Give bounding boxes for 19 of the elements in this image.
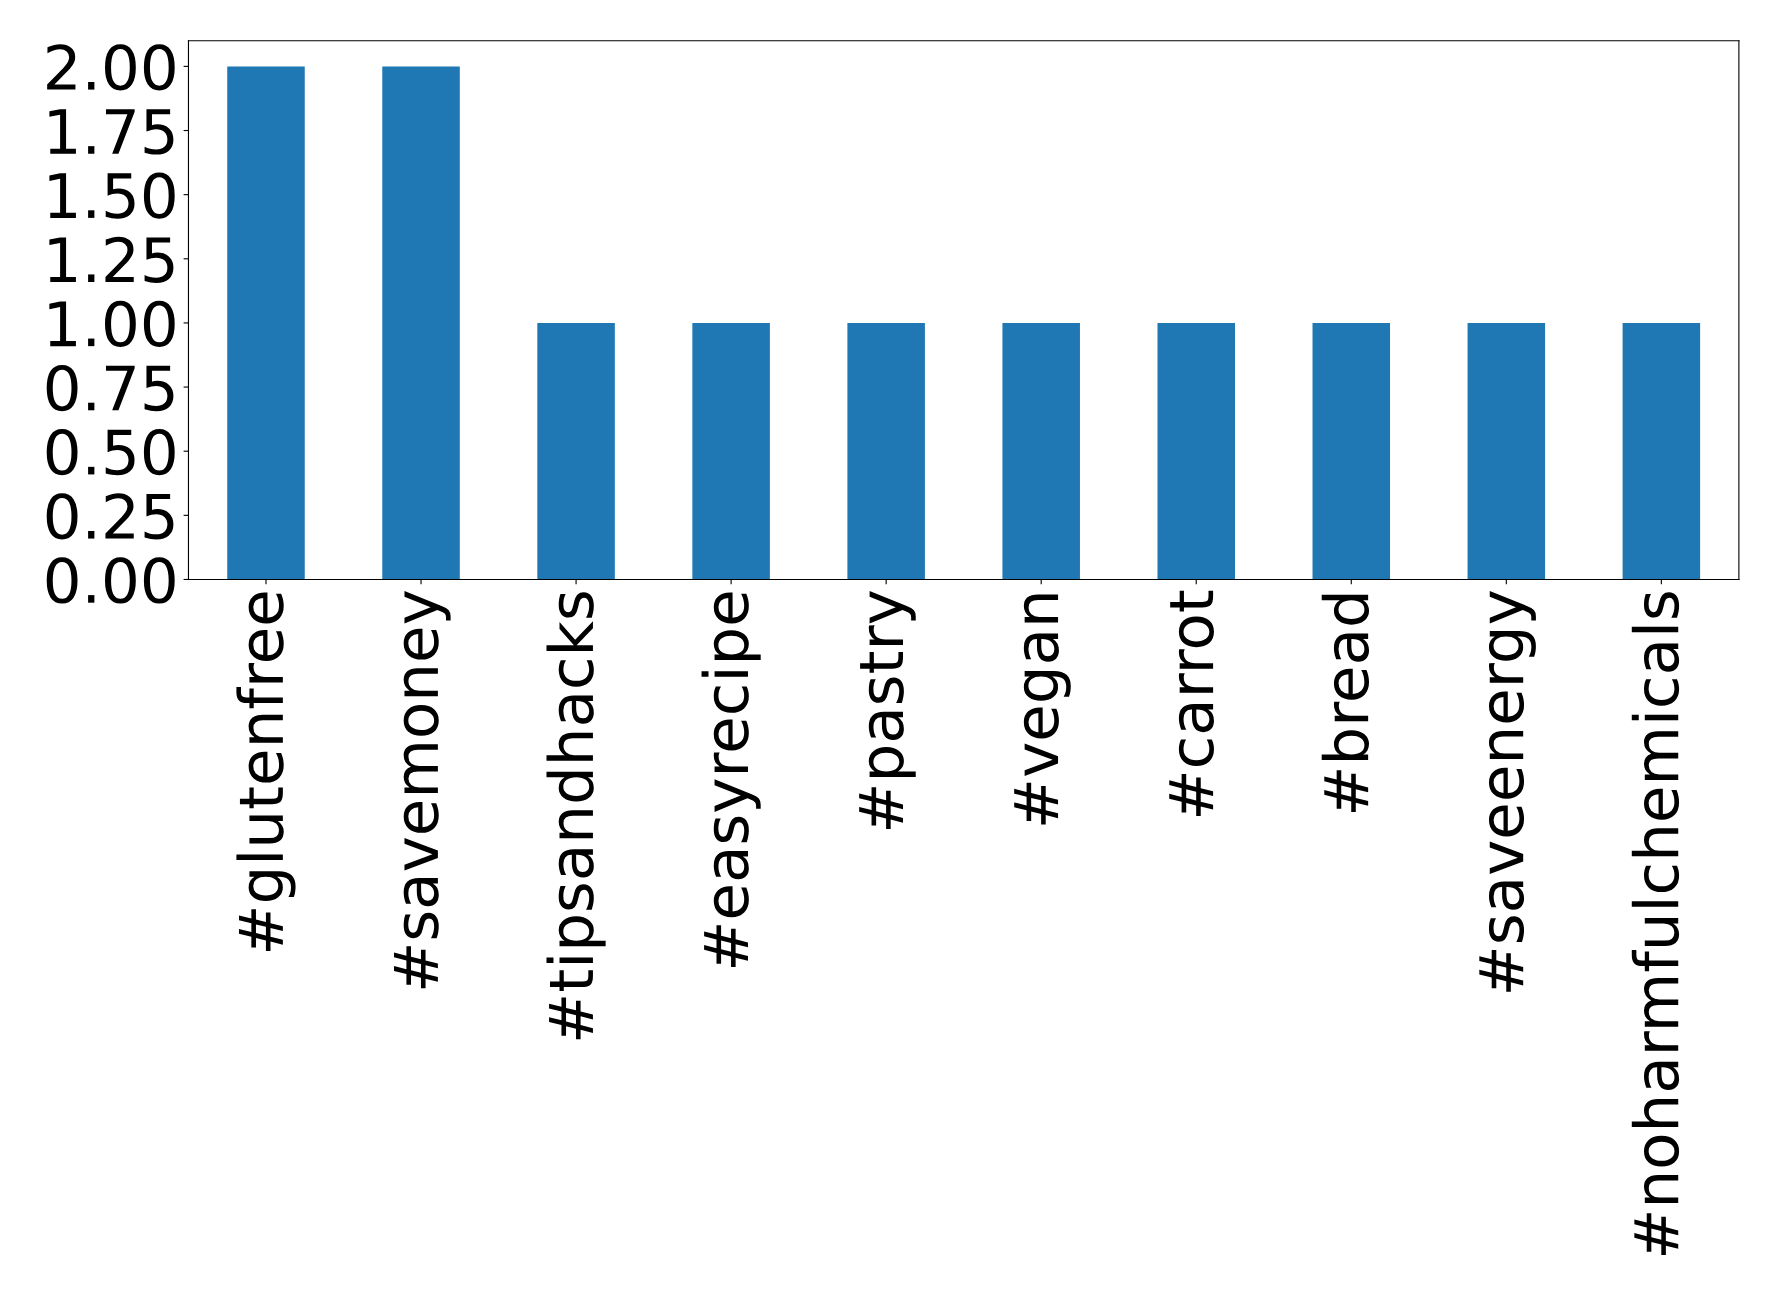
- y-tick-label: 1.25: [49, 236, 174, 283]
- x-tick-label: #saveenergy: [1479, 591, 1536, 992]
- x-tick-label: #vegan: [1014, 594, 1071, 825]
- y-tick-label: 1.75: [49, 109, 174, 155]
- y-tick-label: 0.75: [46, 364, 174, 412]
- y-tick-label: 1.00: [49, 300, 175, 348]
- x-tick-label: #pastry: [859, 591, 916, 830]
- x-tick-label: #tipsandhacks: [546, 592, 606, 1040]
- y-tick-label: 0.00: [46, 557, 175, 604]
- y-tick-label: 2.00: [47, 44, 175, 91]
- x-tick-label: #carrot: [1169, 590, 1214, 816]
- x-tick-label: #easyrecipe: [701, 592, 761, 968]
- x-tick-label: #savemoney: [394, 591, 451, 989]
- y-tick-label: 1.50: [49, 172, 175, 219]
- y-tick-label: 0.25: [46, 493, 174, 540]
- x-tick-label: #noharmfulchemicals: [1631, 592, 1680, 1256]
- x-tick-label: #bread: [1321, 594, 1370, 813]
- y-tick-label: 0.50: [46, 429, 175, 476]
- x-tick-label: #glutenfree: [236, 592, 296, 951]
